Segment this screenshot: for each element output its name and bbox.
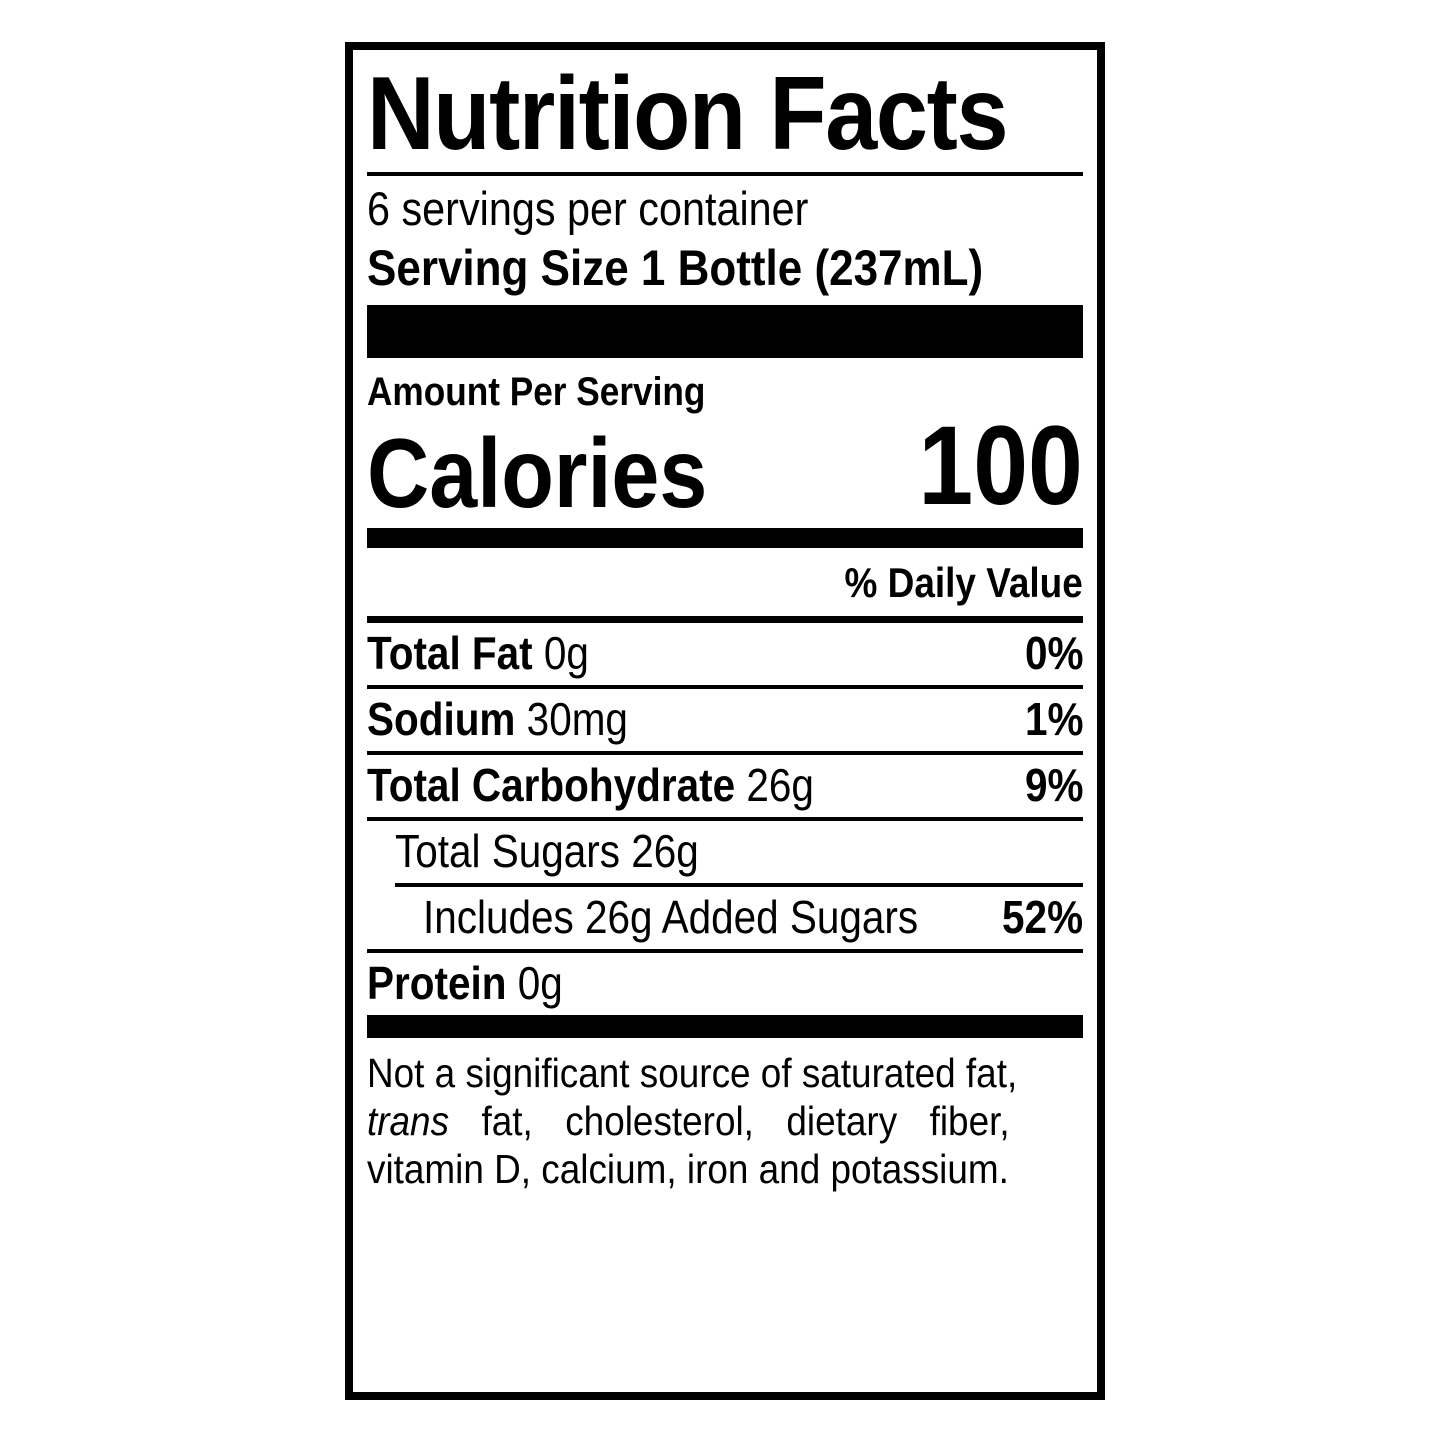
table-row: Includes 26g Added Sugars 52% <box>367 887 1083 949</box>
footnote-line-2: trans fat, cholesterol, dietary fiber, <box>367 1098 1010 1146</box>
table-row: Protein 0g <box>367 953 1083 1015</box>
nutrient-name-total-carbohydrate: Total Carbohydrate 26g <box>367 762 814 808</box>
label-inner: Nutrition Facts 6 servings per container… <box>353 56 1097 1406</box>
nutrient-name-bold: Total Fat <box>367 626 533 679</box>
calories-value: 100 <box>918 402 1083 528</box>
nutrient-amount: 0g <box>517 956 563 1009</box>
nutrient-name-sodium: Sodium 30mg <box>367 696 628 742</box>
table-row: Total Carbohydrate 26g 9% <box>367 755 1083 817</box>
page-title: Nutrition Facts <box>367 56 1009 172</box>
nutrient-dv-total-carbohydrate: 9% <box>1024 758 1083 811</box>
nutrient-amount: 26g <box>746 758 814 811</box>
nutrient-amount: 30mg <box>526 692 628 745</box>
nutrient-name-bold: Total Carbohydrate <box>367 758 736 811</box>
footnote-line-3: vitamin D, calcium, iron and potassium. <box>367 1145 1009 1192</box>
nutrient-dv-total-fat: 0% <box>1024 626 1083 679</box>
nutrient-dv-sodium: 1% <box>1024 692 1083 745</box>
nutrient-amount: 0g <box>543 626 589 679</box>
nutrient-name-total-sugars: Total Sugars 26g <box>395 824 699 877</box>
footnote-line-1: Not a significant source of saturated fa… <box>367 1049 1018 1096</box>
daily-value-header-text: % Daily Value <box>844 558 1083 606</box>
calories-label: Calories <box>367 417 708 528</box>
daily-value-header: % Daily Value <box>367 558 1083 606</box>
nutrient-name-total-fat: Total Fat 0g <box>367 630 589 676</box>
nutrient-name-bold: Protein <box>367 956 507 1009</box>
daily-value-divider <box>367 615 1083 623</box>
footnote-italic-trans: trans <box>367 1097 450 1144</box>
protein-separator-bar <box>367 1014 1083 1038</box>
calories-separator-bar <box>367 527 1083 548</box>
nutrient-name-added-sugars: Includes 26g Added Sugars <box>423 890 919 943</box>
servings-per-container: 6 servings per container <box>367 181 809 235</box>
nutrient-name-protein: Protein 0g <box>367 960 563 1006</box>
title-divider <box>367 171 1083 176</box>
amount-per-serving-label: Amount Per Serving <box>367 369 706 414</box>
nutrition-facts-label: Nutrition Facts 6 servings per container… <box>345 42 1105 1400</box>
row-divider <box>367 948 1083 953</box>
nutrient-name-bold: Sodium <box>367 692 516 745</box>
nutrient-dv-added-sugars: 52% <box>1001 890 1083 943</box>
footnote-line-2-rest: fat, cholesterol, dietary fiber, <box>449 1097 1010 1144</box>
row-divider <box>367 816 1083 821</box>
calories-row: Calories 100 <box>367 402 1083 528</box>
row-divider-indented <box>395 882 1083 887</box>
row-divider <box>367 684 1083 689</box>
table-row: Sodium 30mg 1% <box>367 689 1083 751</box>
serving-size-separator-bar <box>367 304 1083 358</box>
table-row: Total Fat 0g 0% <box>367 623 1083 685</box>
table-row: Total Sugars 26g <box>367 821 1083 883</box>
row-divider <box>367 750 1083 755</box>
serving-size: Serving Size 1 Bottle (237mL) <box>367 239 984 296</box>
footnote: Not a significant source of saturated fa… <box>367 1050 1083 1194</box>
